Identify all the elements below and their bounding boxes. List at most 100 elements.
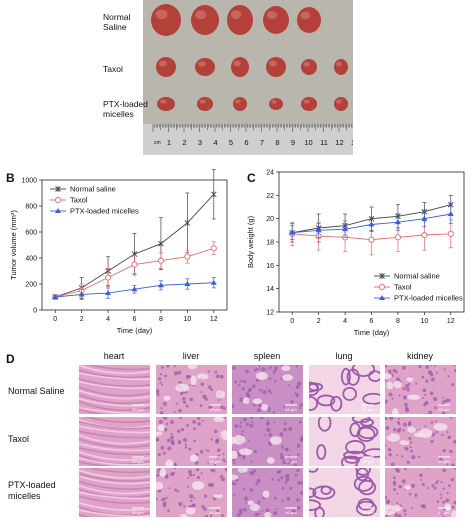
y-tick-label: 18 — [266, 240, 274, 247]
tissue-header-spleen: spleen — [253, 351, 281, 361]
ruler-tick-label: 1 — [167, 138, 171, 147]
histology-image-lung: 40 μm — [309, 417, 380, 466]
legend-marker — [378, 283, 386, 291]
ruler-tick-label: 7 — [260, 138, 264, 147]
x-tick-label: 12 — [210, 316, 218, 323]
y-tick-label: 600 — [25, 230, 37, 237]
x-tick-label: 0 — [53, 316, 57, 323]
y-tick-label: 24 — [266, 170, 274, 177]
legend-marker — [54, 196, 62, 204]
data-point — [105, 290, 112, 296]
data-point — [184, 219, 191, 226]
ruler-tick-label: 12 — [335, 138, 343, 147]
tumor — [231, 57, 249, 77]
histology-row-label: Normal Saline — [8, 386, 65, 396]
data-point — [105, 274, 112, 281]
data-point — [210, 191, 217, 198]
x-tick-label: 12 — [447, 318, 455, 325]
histology-image-kidney: 40 μm — [385, 365, 456, 414]
scale-bar-label: 40 μm — [132, 459, 144, 464]
series-2 — [52, 277, 217, 300]
x-tick-label: 4 — [343, 318, 347, 325]
tumor — [157, 97, 175, 111]
x-axis-label: Time (day) — [354, 328, 390, 337]
y-tick-label: 1000 — [21, 178, 37, 185]
panel-c-label: C — [247, 171, 256, 185]
legend-marker — [379, 273, 385, 279]
x-tick-label: 0 — [290, 318, 294, 325]
y-tick-label: 800 — [25, 204, 37, 211]
data-point — [158, 240, 164, 247]
x-tick-label: 10 — [183, 316, 191, 323]
ruler-tick-label: 8 — [275, 138, 279, 147]
legend-entry: Normal saline — [394, 272, 440, 281]
histology-image-spleen: 40 μm — [232, 365, 303, 414]
ruler-tick-label: 10 — [304, 138, 312, 147]
scale-bar-label: 40 μm — [438, 407, 450, 412]
panel-b-label: B — [6, 171, 15, 185]
histology-image-liver: 40 μm — [156, 365, 227, 414]
scale-bar-label: 40 μm — [362, 459, 374, 464]
data-point — [131, 286, 138, 292]
data-point — [394, 219, 401, 225]
x-tick-label: 2 — [80, 316, 84, 323]
legend-entry: PTX-loaded micelles — [70, 207, 139, 216]
legend-entry: Normal saline — [70, 185, 116, 194]
tissue-header-lung: lung — [335, 351, 353, 361]
tumor — [301, 97, 317, 111]
histology-image-heart: 40 μm — [79, 468, 150, 517]
scale-bar-label: 40 μm — [209, 510, 221, 515]
tissue-header-kidney: kidney — [406, 351, 433, 361]
tumor — [334, 97, 348, 111]
ruler-tick-label: 9 — [291, 138, 295, 147]
y-tick-label: 12 — [266, 310, 274, 317]
tumor — [263, 6, 289, 34]
scale-bar-label: 40 μm — [438, 459, 450, 464]
tumor-photo-svg: cm12345678910111213 — [143, 4, 359, 155]
data-point — [210, 279, 217, 285]
tumor — [197, 97, 213, 111]
data-point — [421, 215, 428, 221]
series-2 — [289, 204, 454, 241]
tissue-header-heart: heart — [103, 351, 125, 361]
x-tick-label: 8 — [396, 318, 400, 325]
data-point — [289, 229, 296, 235]
legend-marker — [55, 186, 61, 192]
tumor — [301, 59, 317, 75]
data-point — [342, 226, 349, 232]
tumor-photo: cm12345678910111213 — [143, 0, 359, 155]
legend-entry: PTX-loaded micelles — [394, 294, 463, 303]
y-tick-label: 400 — [25, 256, 37, 263]
legend-entry: Taxol — [394, 283, 412, 292]
legend: Normal saline Taxol PTX-loaded micelles — [50, 185, 139, 216]
legend-marker — [55, 208, 61, 213]
y-axis-label: Body weight (g) — [246, 215, 255, 268]
x-axis-label: Time (day) — [117, 326, 153, 335]
histology-image-spleen: 40 μm — [232, 468, 303, 517]
ruler-tick-label: 2 — [182, 138, 186, 147]
ruler-tick-label: 4 — [213, 138, 217, 147]
histology-image-spleen: 40 μm — [232, 417, 303, 466]
row-label-taxol: Taxol — [103, 64, 123, 74]
ruler-tick-label: 5 — [229, 138, 233, 147]
legend-entry: Taxol — [70, 196, 88, 205]
tumor — [191, 5, 219, 35]
data-point — [447, 211, 454, 216]
tissue-header-liver: liver — [182, 351, 200, 361]
histology-image-heart: 40 μm — [79, 417, 150, 466]
legend-marker — [379, 295, 385, 300]
legend: Normal saline Taxol PTX-loaded micelles — [374, 272, 463, 303]
x-tick-label: 6 — [370, 318, 374, 325]
histology-image-heart: 40 μm — [79, 365, 150, 414]
scale-bar-label: 40 μm — [285, 459, 297, 464]
tumor — [233, 97, 247, 111]
tumor — [269, 98, 283, 110]
tumor — [227, 5, 253, 35]
scale-bar-label: 40 μm — [132, 510, 144, 515]
scale-bar-label: 40 μm — [362, 510, 374, 515]
histology-image-kidney: 40 μm — [385, 417, 456, 466]
tumor — [156, 57, 176, 77]
y-tick-label: 20 — [266, 216, 274, 223]
data-point — [210, 245, 217, 252]
